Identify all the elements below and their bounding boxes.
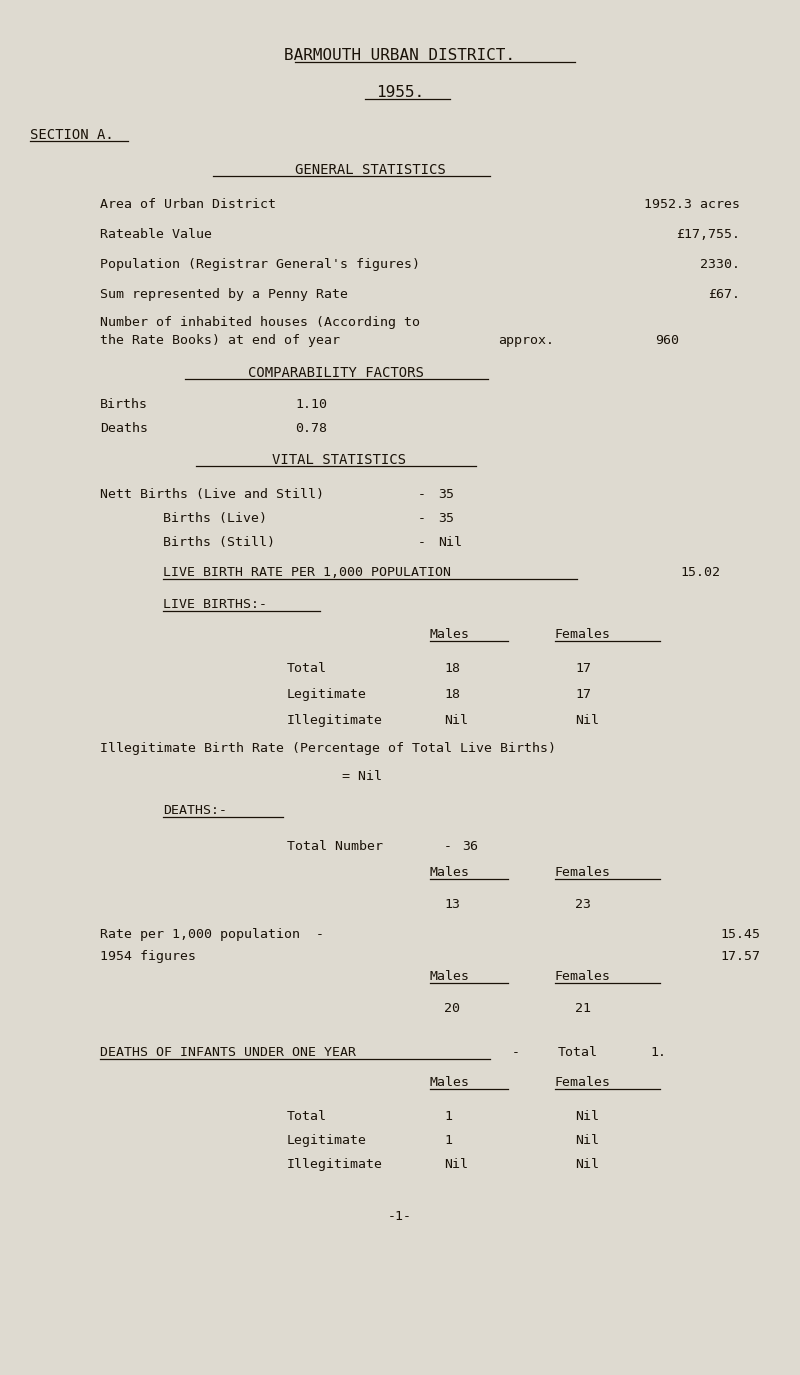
Text: Males: Males [430, 628, 470, 641]
Text: 15.45: 15.45 [720, 928, 760, 941]
Text: 1955.: 1955. [376, 85, 424, 100]
Text: Males: Males [430, 969, 470, 983]
Text: 2330.: 2330. [700, 258, 740, 271]
Text: Population (Registrar General's figures): Population (Registrar General's figures) [100, 258, 420, 271]
Text: Total: Total [558, 1046, 598, 1059]
Text: Females: Females [555, 628, 611, 641]
Text: 15.02: 15.02 [680, 566, 720, 579]
Text: Nil: Nil [575, 1158, 599, 1172]
Text: = Nil: = Nil [342, 770, 382, 782]
Text: the Rate Books) at end of year: the Rate Books) at end of year [100, 334, 340, 346]
Text: Nil: Nil [575, 714, 599, 727]
Text: £17,755.: £17,755. [676, 228, 740, 241]
Text: Nil: Nil [575, 1110, 599, 1123]
Text: 1.: 1. [650, 1046, 666, 1059]
Text: -: - [418, 512, 426, 525]
Text: 17: 17 [575, 661, 591, 675]
Text: Females: Females [555, 1077, 611, 1089]
Text: Total: Total [287, 1110, 327, 1123]
Text: 18: 18 [444, 661, 460, 675]
Text: Rateable Value: Rateable Value [100, 228, 212, 241]
Text: Births (Still): Births (Still) [163, 536, 275, 549]
Text: LIVE BIRTHS:-: LIVE BIRTHS:- [163, 598, 267, 610]
Text: 21: 21 [575, 1002, 591, 1015]
Text: 18: 18 [444, 688, 460, 701]
Text: -: - [444, 840, 452, 852]
Text: 17.57: 17.57 [720, 950, 760, 962]
Text: Deaths: Deaths [100, 422, 148, 434]
Text: Males: Males [430, 1077, 470, 1089]
Text: 1954 figures: 1954 figures [100, 950, 196, 962]
Text: Rate per 1,000 population  -: Rate per 1,000 population - [100, 928, 324, 941]
Text: Nil: Nil [575, 1134, 599, 1147]
Text: Nil: Nil [444, 714, 468, 727]
Text: DEATHS OF INFANTS UNDER ONE YEAR: DEATHS OF INFANTS UNDER ONE YEAR [100, 1046, 356, 1059]
Text: 20: 20 [444, 1002, 460, 1015]
Text: Nett Births (Live and Still): Nett Births (Live and Still) [100, 488, 324, 500]
Text: Births (Live): Births (Live) [163, 512, 267, 525]
Text: -: - [418, 488, 426, 500]
Text: Legitimate: Legitimate [287, 1134, 367, 1147]
Text: 1.10: 1.10 [295, 397, 327, 411]
Text: Illegitimate: Illegitimate [287, 714, 383, 727]
Text: Sum represented by a Penny Rate: Sum represented by a Penny Rate [100, 287, 348, 301]
Text: Legitimate: Legitimate [287, 688, 367, 701]
Text: Males: Males [430, 866, 470, 879]
Text: Illegitimate: Illegitimate [287, 1158, 383, 1172]
Text: Number of inhabited houses (According to: Number of inhabited houses (According to [100, 316, 420, 329]
Text: Illegitimate Birth Rate (Percentage of Total Live Births): Illegitimate Birth Rate (Percentage of T… [100, 742, 556, 755]
Text: approx.: approx. [498, 334, 554, 346]
Text: BARMOUTH URBAN DISTRICT.: BARMOUTH URBAN DISTRICT. [285, 48, 515, 63]
Text: VITAL STATISTICS: VITAL STATISTICS [272, 452, 406, 468]
Text: 13: 13 [444, 898, 460, 912]
Text: LIVE BIRTH RATE PER 1,000 POPULATION: LIVE BIRTH RATE PER 1,000 POPULATION [163, 566, 451, 579]
Text: Nil: Nil [438, 536, 462, 549]
Text: 23: 23 [575, 898, 591, 912]
Text: Births: Births [100, 397, 148, 411]
Text: Total Number: Total Number [287, 840, 383, 852]
Text: 17: 17 [575, 688, 591, 701]
Text: GENERAL STATISTICS: GENERAL STATISTICS [295, 164, 446, 177]
Text: Area of Urban District: Area of Urban District [100, 198, 276, 210]
Text: Females: Females [555, 969, 611, 983]
Text: 1: 1 [444, 1110, 452, 1123]
Text: £67.: £67. [708, 287, 740, 301]
Text: 35: 35 [438, 512, 454, 525]
Text: 1: 1 [444, 1134, 452, 1147]
Text: -1-: -1- [388, 1210, 412, 1222]
Text: Total: Total [287, 661, 327, 675]
Text: 960: 960 [655, 334, 679, 346]
Text: 36: 36 [462, 840, 478, 852]
Text: DEATHS:-: DEATHS:- [163, 804, 227, 817]
Text: -: - [418, 536, 426, 549]
Text: -: - [512, 1046, 520, 1059]
Text: SECTION A.: SECTION A. [30, 128, 114, 142]
Text: 0.78: 0.78 [295, 422, 327, 434]
Text: 35: 35 [438, 488, 454, 500]
Text: Females: Females [555, 866, 611, 879]
Text: Nil: Nil [444, 1158, 468, 1172]
Text: COMPARABILITY FACTORS: COMPARABILITY FACTORS [248, 366, 424, 380]
Text: 1952.3 acres: 1952.3 acres [644, 198, 740, 210]
